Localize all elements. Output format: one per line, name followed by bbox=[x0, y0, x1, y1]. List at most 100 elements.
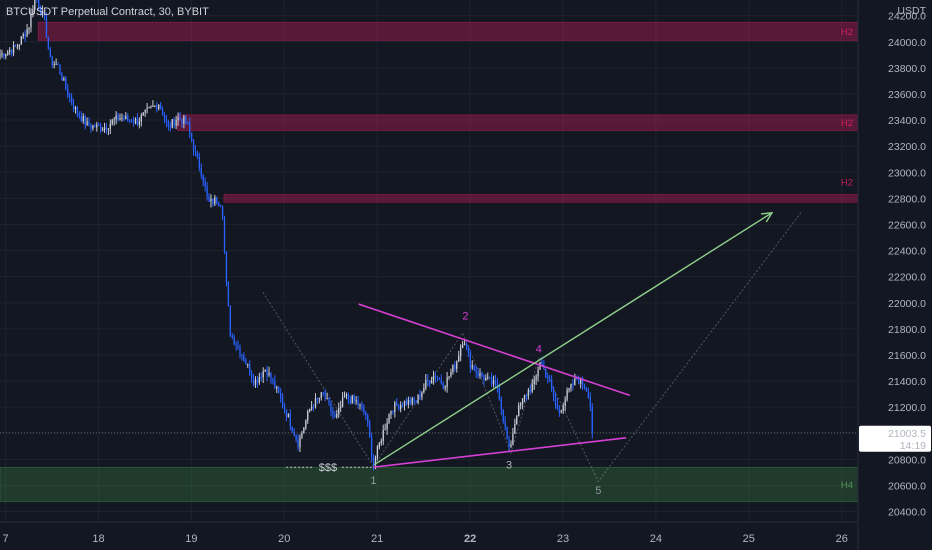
candle-body bbox=[353, 395, 355, 401]
candle-body bbox=[574, 378, 576, 386]
candle bbox=[583, 383, 586, 390]
candle bbox=[258, 372, 261, 385]
candle bbox=[322, 391, 324, 396]
candle-body bbox=[171, 119, 173, 128]
candle-body bbox=[562, 405, 564, 411]
candle-body bbox=[196, 151, 199, 157]
price-tick-label: 22000.0 bbox=[888, 298, 926, 310]
candle bbox=[409, 396, 411, 406]
candle-body bbox=[434, 375, 437, 378]
candle bbox=[417, 394, 419, 405]
candle-body bbox=[489, 376, 491, 378]
candle bbox=[351, 394, 353, 404]
candle bbox=[3, 53, 5, 60]
candle bbox=[70, 93, 73, 106]
candle bbox=[399, 401, 402, 413]
candle-body bbox=[450, 371, 452, 377]
candle-body bbox=[206, 186, 208, 197]
price-tick-label: 20600.0 bbox=[888, 480, 926, 492]
candle bbox=[167, 119, 170, 131]
candle bbox=[349, 395, 351, 405]
candle bbox=[7, 49, 9, 56]
candle bbox=[90, 123, 92, 133]
candle-body bbox=[98, 124, 100, 126]
candle-body bbox=[47, 37, 50, 49]
candle bbox=[65, 76, 67, 91]
candle-body bbox=[34, 0, 36, 10]
candle-body bbox=[39, 7, 42, 14]
candle bbox=[581, 376, 584, 390]
zone-label-h4: H4 bbox=[841, 480, 853, 491]
time-tick-label: 25 bbox=[743, 533, 755, 545]
candle bbox=[355, 396, 357, 405]
candle bbox=[318, 397, 321, 404]
candle bbox=[190, 132, 193, 143]
candle bbox=[434, 371, 437, 383]
time-tick-label: 7 bbox=[3, 533, 9, 545]
candle bbox=[369, 419, 371, 438]
candle bbox=[30, 8, 32, 33]
candle-body bbox=[305, 420, 307, 428]
price-tick-label: 22200.0 bbox=[888, 272, 926, 284]
candle bbox=[425, 373, 427, 391]
symbol-name: BTCUSDT Perpetual Contract bbox=[6, 6, 153, 18]
candle-body bbox=[326, 398, 328, 400]
candle bbox=[498, 383, 501, 401]
price-tick-label: 23000.0 bbox=[888, 167, 926, 179]
candle-body bbox=[113, 119, 115, 121]
candle bbox=[125, 112, 127, 120]
candle bbox=[394, 400, 396, 418]
candle-body bbox=[312, 406, 315, 408]
candle bbox=[504, 415, 506, 431]
candle bbox=[289, 409, 291, 431]
candle-body bbox=[67, 88, 69, 96]
candle-body bbox=[303, 427, 305, 434]
candle bbox=[550, 375, 553, 393]
candle-body bbox=[192, 140, 195, 151]
candle-body bbox=[566, 390, 568, 400]
candle bbox=[518, 402, 520, 417]
candle-body bbox=[169, 125, 171, 128]
candle bbox=[309, 408, 311, 413]
candle bbox=[326, 392, 328, 400]
candle-body bbox=[386, 423, 388, 430]
candle-body bbox=[301, 433, 303, 438]
candle-body bbox=[144, 109, 146, 113]
candle-body bbox=[279, 392, 282, 398]
candle-body bbox=[471, 365, 473, 368]
candle-body bbox=[291, 426, 293, 432]
candle bbox=[279, 387, 282, 403]
candle bbox=[159, 102, 162, 110]
candle-body bbox=[388, 414, 390, 424]
candle-body bbox=[483, 376, 485, 381]
candle bbox=[287, 413, 290, 418]
candle-body bbox=[514, 423, 516, 434]
candle-body bbox=[461, 344, 464, 349]
candle-body bbox=[268, 372, 270, 376]
time-tick-label: 22 bbox=[464, 533, 476, 545]
candle-body bbox=[556, 403, 559, 410]
candle-body bbox=[490, 377, 493, 385]
candle-body bbox=[576, 378, 578, 380]
candle-body bbox=[297, 439, 299, 448]
candle-body bbox=[152, 106, 154, 108]
candle bbox=[475, 365, 477, 378]
candle bbox=[481, 371, 483, 378]
candle bbox=[194, 145, 197, 157]
candle-body bbox=[272, 379, 274, 381]
candle bbox=[241, 353, 243, 361]
price-tick-label: 24000.0 bbox=[888, 37, 926, 49]
candle-body bbox=[266, 369, 268, 376]
candle-body bbox=[163, 115, 166, 120]
candle bbox=[516, 415, 518, 425]
candle-body bbox=[309, 408, 311, 412]
candle-body bbox=[363, 406, 365, 412]
candle-body bbox=[347, 394, 350, 399]
candle-body bbox=[587, 391, 590, 398]
candle-body bbox=[545, 368, 547, 378]
wave-label-2: 2 bbox=[462, 311, 468, 323]
candle bbox=[500, 396, 502, 416]
candle bbox=[545, 368, 547, 379]
time-tick-label: 26 bbox=[836, 533, 848, 545]
